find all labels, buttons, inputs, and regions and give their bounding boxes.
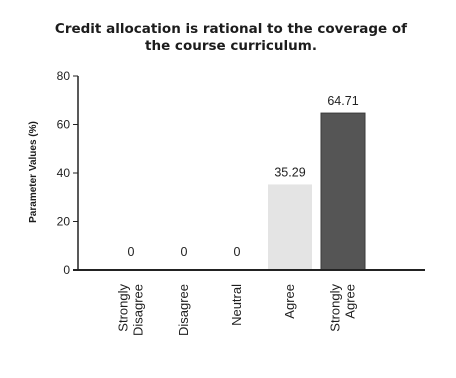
data-label: 0 (128, 245, 135, 259)
y-axis-label: Parameter Values (%) (28, 121, 39, 223)
data-label: 35.29 (274, 165, 305, 179)
y-axis-ticks: 0 20 40 60 80 (57, 69, 78, 277)
data-label: 64.71 (327, 94, 358, 108)
category-label: Disagree (176, 284, 191, 336)
category-label: Agree (282, 284, 297, 319)
category-labels: Strongly Disagree Disagree Neutral Agree Stro… (116, 284, 358, 337)
bars (268, 112, 366, 271)
category-label: Neutral (229, 284, 244, 326)
data-label: 0 (181, 245, 188, 259)
axes (73, 76, 425, 271)
chart-title-line-1: Credit allocation is rational to the cov… (55, 21, 407, 37)
data-label: 0 (234, 245, 241, 259)
chart-title-line-2: the course curriculum. (145, 38, 317, 54)
category-label: Strongly (116, 284, 131, 332)
category-label: Disagree (131, 284, 146, 336)
category-label: Agree (343, 284, 358, 319)
y-tick-label: 60 (57, 118, 71, 132)
bar (268, 184, 312, 270)
category-label: Strongly (328, 284, 343, 332)
y-tick-label: 20 (57, 215, 71, 229)
bar (320, 112, 366, 271)
y-tick-label: 80 (57, 69, 71, 83)
data-labels: 0 0 0 35.29 64.71 (128, 94, 359, 259)
y-tick-label: 40 (57, 166, 71, 180)
y-tick-label: 0 (63, 263, 70, 277)
